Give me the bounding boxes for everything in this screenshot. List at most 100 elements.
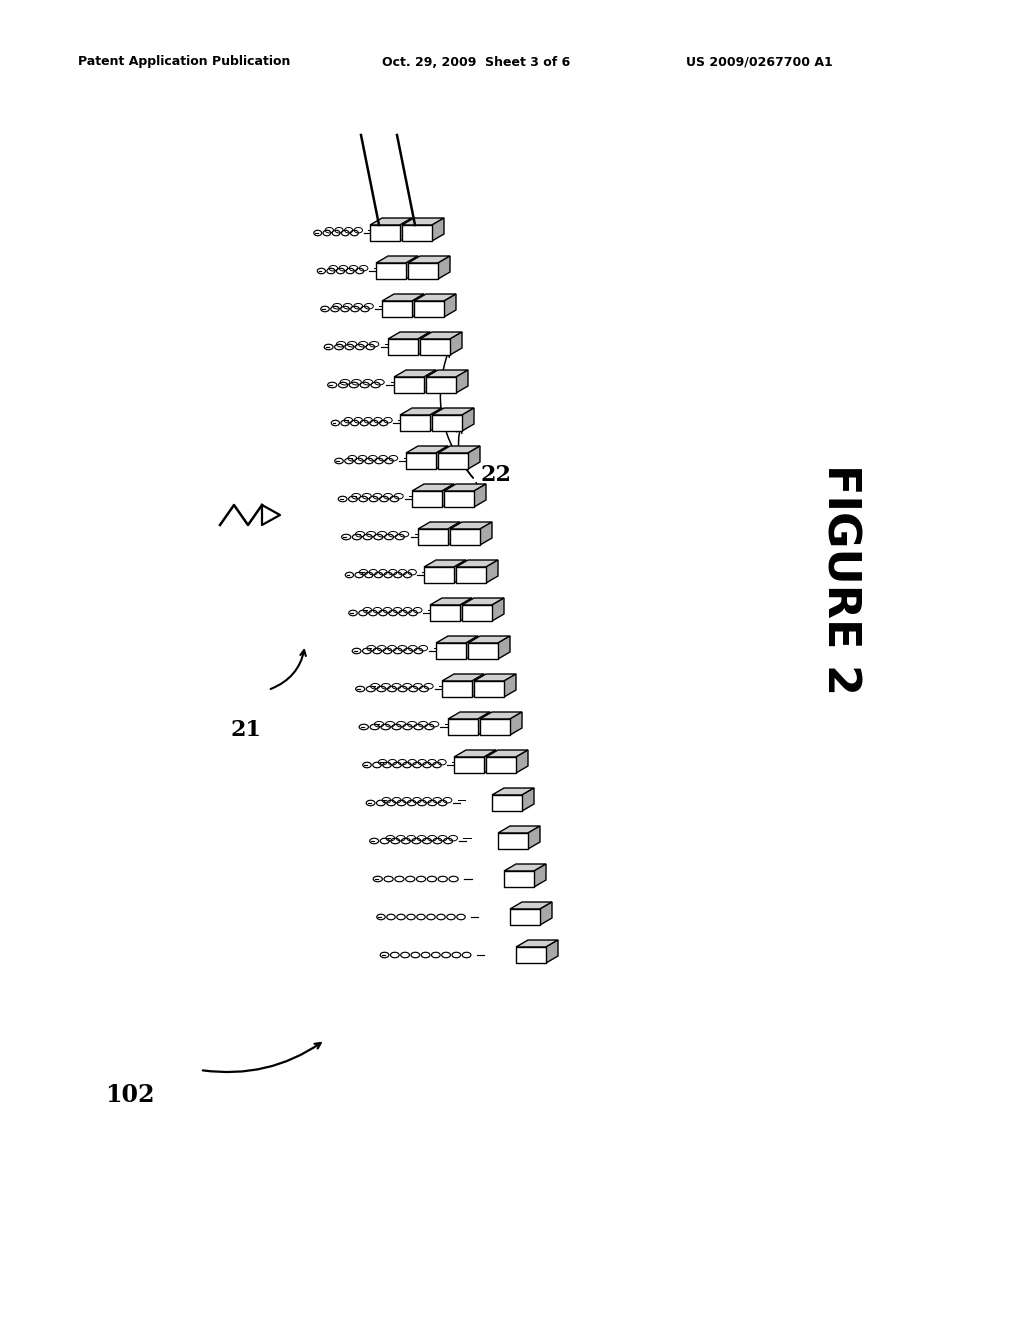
Polygon shape <box>454 560 466 583</box>
Polygon shape <box>498 826 540 833</box>
Polygon shape <box>474 484 486 507</box>
Polygon shape <box>418 333 430 355</box>
Polygon shape <box>418 529 449 545</box>
Polygon shape <box>438 446 480 453</box>
Polygon shape <box>449 711 490 719</box>
Polygon shape <box>450 333 462 355</box>
Polygon shape <box>406 256 418 279</box>
Text: Patent Application Publication: Patent Application Publication <box>78 55 291 69</box>
Polygon shape <box>478 711 490 735</box>
Polygon shape <box>462 598 504 605</box>
Polygon shape <box>406 453 436 469</box>
Text: US 2009/0267700 A1: US 2009/0267700 A1 <box>686 55 833 69</box>
Polygon shape <box>412 484 454 491</box>
Polygon shape <box>408 256 450 263</box>
Polygon shape <box>474 675 516 681</box>
Polygon shape <box>370 224 400 242</box>
Polygon shape <box>430 408 442 432</box>
Polygon shape <box>486 756 516 774</box>
Polygon shape <box>442 484 454 507</box>
Polygon shape <box>394 378 424 393</box>
Polygon shape <box>466 636 478 659</box>
Polygon shape <box>522 788 534 810</box>
Polygon shape <box>486 750 528 756</box>
Polygon shape <box>480 521 492 545</box>
Text: 102: 102 <box>105 1082 155 1107</box>
Polygon shape <box>449 521 460 545</box>
Polygon shape <box>402 218 444 224</box>
Polygon shape <box>420 333 462 339</box>
Polygon shape <box>460 598 472 620</box>
Polygon shape <box>432 408 474 414</box>
Polygon shape <box>430 605 460 620</box>
Polygon shape <box>528 826 540 849</box>
Polygon shape <box>424 370 436 393</box>
Polygon shape <box>510 902 552 909</box>
Polygon shape <box>516 946 546 964</box>
Polygon shape <box>498 636 510 659</box>
Polygon shape <box>484 750 496 774</box>
Polygon shape <box>418 521 460 529</box>
Polygon shape <box>472 675 484 697</box>
Polygon shape <box>504 871 534 887</box>
Polygon shape <box>436 643 466 659</box>
Polygon shape <box>540 902 552 925</box>
Polygon shape <box>442 681 472 697</box>
Polygon shape <box>436 446 449 469</box>
Polygon shape <box>376 256 418 263</box>
Polygon shape <box>450 529 480 545</box>
Polygon shape <box>444 484 486 491</box>
Polygon shape <box>492 795 522 810</box>
Text: 21: 21 <box>230 719 261 741</box>
Polygon shape <box>510 909 540 925</box>
Polygon shape <box>454 750 496 756</box>
Polygon shape <box>534 865 546 887</box>
Text: 22: 22 <box>480 465 511 486</box>
Polygon shape <box>400 218 412 242</box>
Polygon shape <box>486 560 498 583</box>
Polygon shape <box>436 636 478 643</box>
Text: FIGURE 2: FIGURE 2 <box>818 465 861 696</box>
Polygon shape <box>406 446 449 453</box>
Polygon shape <box>388 333 430 339</box>
Polygon shape <box>442 675 484 681</box>
Polygon shape <box>468 636 510 643</box>
Polygon shape <box>546 940 558 964</box>
Polygon shape <box>450 521 492 529</box>
Polygon shape <box>510 711 522 735</box>
Polygon shape <box>412 491 442 507</box>
Polygon shape <box>454 756 484 774</box>
Polygon shape <box>402 224 432 242</box>
Polygon shape <box>432 218 444 242</box>
Polygon shape <box>408 263 438 279</box>
Polygon shape <box>432 414 462 432</box>
Polygon shape <box>462 408 474 432</box>
Polygon shape <box>400 408 442 414</box>
Polygon shape <box>474 681 504 697</box>
Polygon shape <box>462 605 492 620</box>
Polygon shape <box>480 711 522 719</box>
Polygon shape <box>438 256 450 279</box>
Polygon shape <box>504 675 516 697</box>
Polygon shape <box>456 560 498 568</box>
Polygon shape <box>516 940 558 946</box>
Polygon shape <box>444 294 456 317</box>
Polygon shape <box>426 378 456 393</box>
Polygon shape <box>420 339 450 355</box>
Polygon shape <box>438 453 468 469</box>
Polygon shape <box>504 865 546 871</box>
Polygon shape <box>400 414 430 432</box>
Polygon shape <box>456 370 468 393</box>
Polygon shape <box>376 263 406 279</box>
Polygon shape <box>449 719 478 735</box>
Text: Oct. 29, 2009  Sheet 3 of 6: Oct. 29, 2009 Sheet 3 of 6 <box>382 55 570 69</box>
Polygon shape <box>388 339 418 355</box>
Polygon shape <box>394 370 436 378</box>
Polygon shape <box>424 568 454 583</box>
Polygon shape <box>382 294 424 301</box>
Polygon shape <box>414 294 456 301</box>
Polygon shape <box>382 301 412 317</box>
Polygon shape <box>492 598 504 620</box>
Polygon shape <box>498 833 528 849</box>
Polygon shape <box>468 446 480 469</box>
